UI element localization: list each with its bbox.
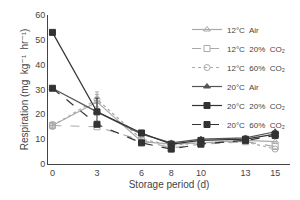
svg-text:20: 20 <box>35 109 45 119</box>
svg-text:0: 0 <box>40 159 45 169</box>
svg-text:10: 10 <box>196 168 206 178</box>
svg-text:6: 6 <box>139 168 144 178</box>
svg-text:13: 13 <box>240 168 250 178</box>
svg-text:10: 10 <box>35 134 45 144</box>
svg-text:12°C 20% CO₂: 12°C 20% CO₂ <box>227 45 285 54</box>
svg-text:20°C Air: 20°C Air <box>227 83 259 92</box>
svg-text:50: 50 <box>35 35 45 45</box>
svg-text:3: 3 <box>94 168 99 178</box>
svg-text:12°C Air: 12°C Air <box>227 26 259 35</box>
svg-text:15: 15 <box>270 168 280 178</box>
svg-text:30: 30 <box>35 85 45 95</box>
svg-text:0: 0 <box>50 168 55 178</box>
svg-text:60: 60 <box>35 10 45 20</box>
svg-text:20°C 20% CO₂: 20°C 20% CO₂ <box>227 102 285 111</box>
svg-text:Storage period (d): Storage period (d) <box>129 179 210 190</box>
svg-text:12°C 60% CO₂: 12°C 60% CO₂ <box>227 64 285 73</box>
svg-text:8: 8 <box>169 168 174 178</box>
svg-text:40: 40 <box>35 60 45 70</box>
svg-text:Respiration (mg kg⁻¹ hr⁻¹): Respiration (mg kg⁻¹ hr⁻¹) <box>19 29 30 151</box>
svg-text:20°C 60% CO₂: 20°C 60% CO₂ <box>227 121 285 130</box>
